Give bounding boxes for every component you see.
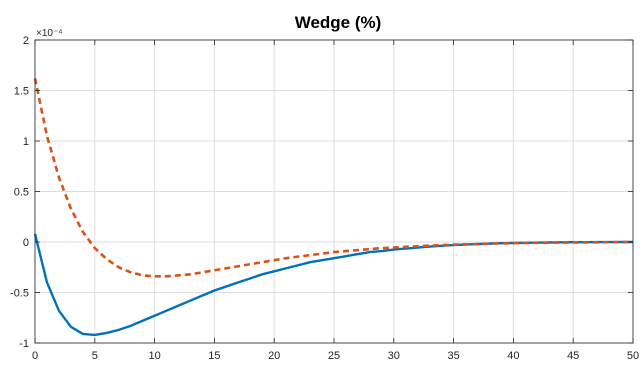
y-tick-label: 1 bbox=[23, 136, 29, 148]
x-tick-label: 15 bbox=[208, 350, 220, 362]
x-tick-label: 5 bbox=[92, 350, 98, 362]
y-tick-label: 0 bbox=[23, 237, 29, 249]
axis-ticks: 0 5 10 15 20 25 30 35 40 45 50 -1 -0.5 0 0.5 1 1.5 2 bbox=[10, 35, 639, 362]
x-tick-label: 10 bbox=[148, 350, 160, 362]
x-tick-label: 35 bbox=[447, 350, 459, 362]
chart-title: Wedge (%) bbox=[295, 13, 382, 32]
x-tick-label: 50 bbox=[627, 350, 639, 362]
y-tick-label: 1.5 bbox=[14, 86, 29, 98]
x-tick-label: 40 bbox=[507, 350, 519, 362]
series-line-dashed bbox=[33, 78, 634, 278]
y-tick-label: -0.5 bbox=[10, 288, 29, 300]
x-tick-label: 30 bbox=[388, 350, 400, 362]
series-lines bbox=[33, 78, 634, 337]
y-axis-exponent-label: ×10⁻⁴ bbox=[36, 28, 63, 39]
x-tick-label: 20 bbox=[268, 350, 280, 362]
y-tick-label: -1 bbox=[19, 338, 29, 350]
x-tick-label: 0 bbox=[32, 350, 38, 362]
y-tick-label: 2 bbox=[23, 35, 29, 47]
x-tick-label: 45 bbox=[567, 350, 579, 362]
grid-lines bbox=[34, 39, 634, 344]
y-tick-label: 0.5 bbox=[14, 187, 29, 199]
x-tick-label: 25 bbox=[328, 350, 340, 362]
